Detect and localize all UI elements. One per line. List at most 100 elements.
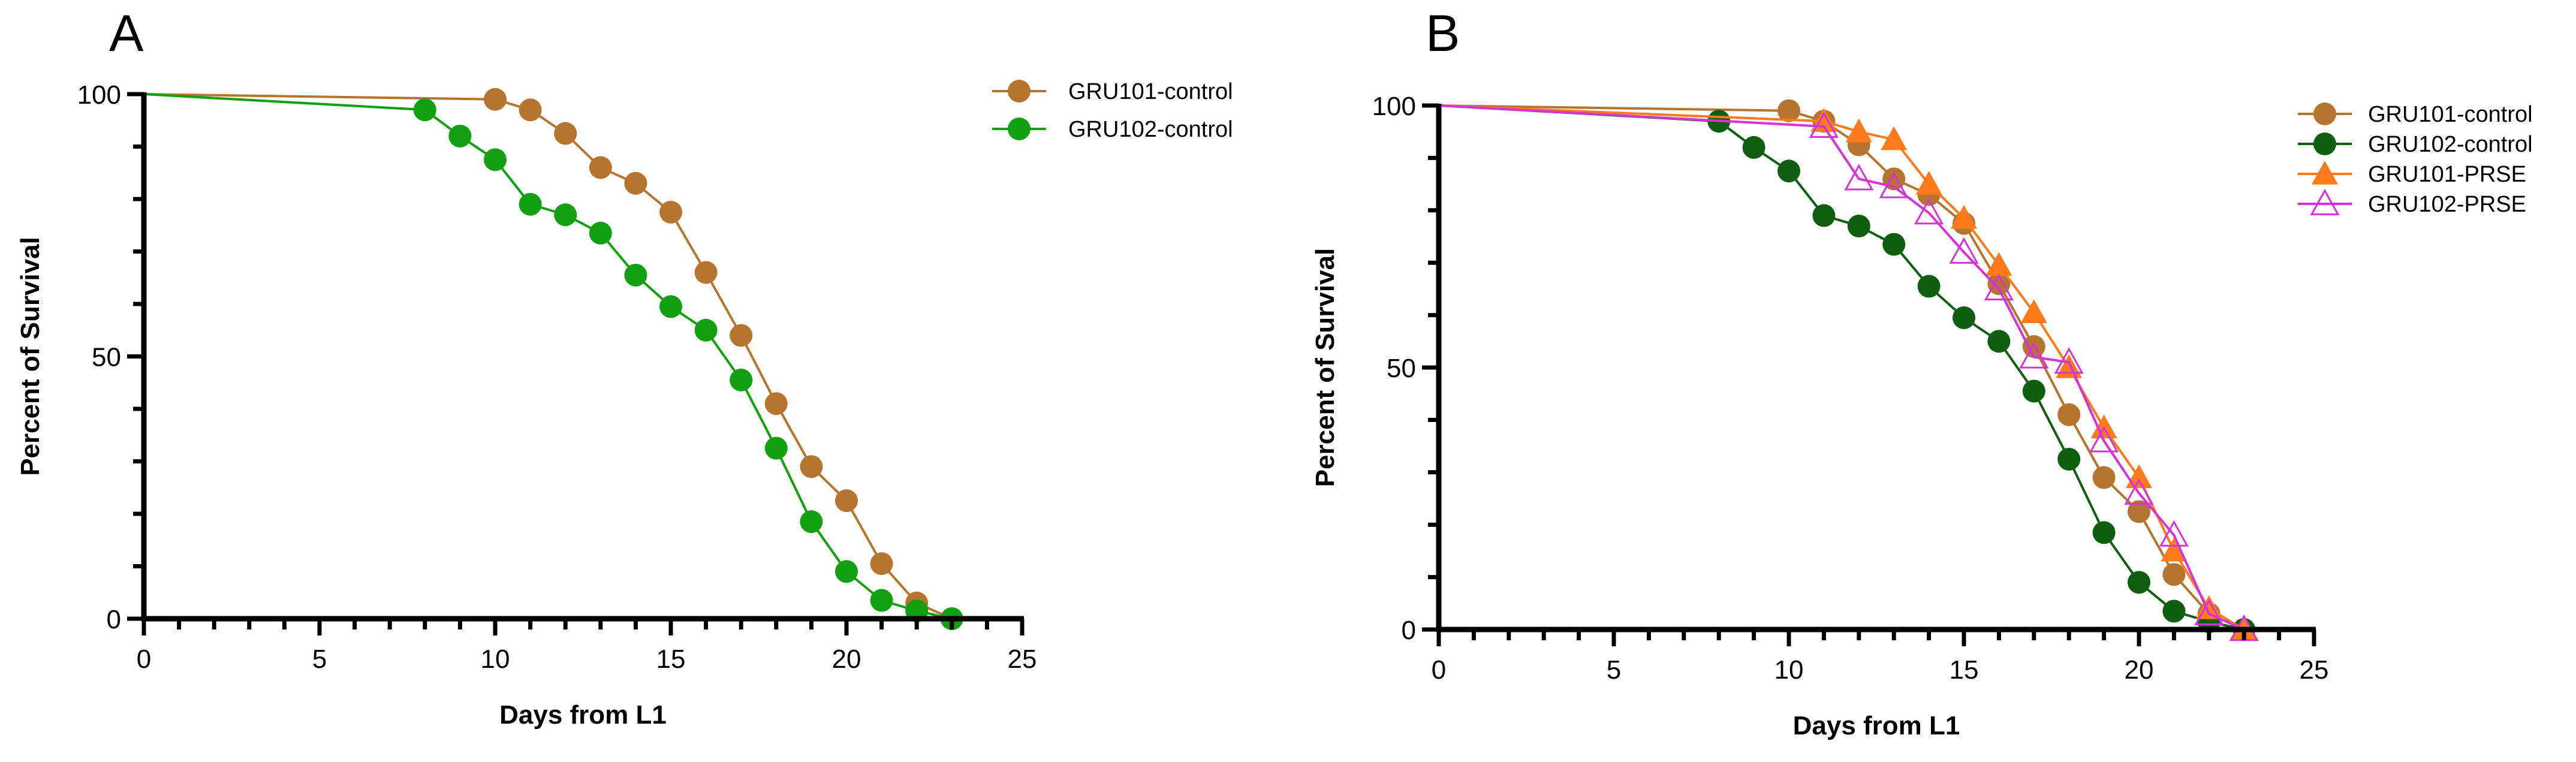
data-point <box>1742 135 1765 159</box>
y-tick-label: 50 <box>1387 354 1416 383</box>
x-tick-label: 10 <box>1774 655 1804 685</box>
series-line <box>143 93 953 620</box>
data-point <box>2057 403 2081 426</box>
legend-marker <box>1008 118 1031 140</box>
panel-a: A 0 5 10 15 20 25 0 50 100 Days from L1 Percent of … <box>16 5 1233 730</box>
data-point <box>413 98 436 122</box>
data-point <box>2057 447 2081 471</box>
panel-label: B <box>1426 5 1460 62</box>
y-tick-label: 50 <box>92 343 121 372</box>
legend-marker <box>2313 132 2336 155</box>
x-tick-label: 10 <box>481 644 510 674</box>
data-point <box>1984 273 2014 300</box>
data-point <box>1879 171 1909 198</box>
data-point <box>1953 306 1975 329</box>
legend-item: GRU101-control <box>992 79 1233 104</box>
series-gru102-control <box>143 93 963 630</box>
panel-label: A <box>109 5 144 62</box>
series-line <box>1438 104 2245 631</box>
data-point <box>1844 164 1874 191</box>
series-line <box>1438 104 2245 631</box>
data-point <box>1987 330 2011 353</box>
legend-marker <box>2313 103 2336 125</box>
series-gru101-control <box>143 88 963 630</box>
series-gru102-prse <box>1438 104 2259 641</box>
legend: GRU101-control GRU102-control <box>992 79 1233 142</box>
data-point <box>694 261 718 284</box>
data-point <box>2089 426 2119 453</box>
x-tick-label: 20 <box>2125 655 2154 685</box>
legend-item: GRU101-PRSE <box>2298 161 2526 187</box>
y-axis-title: Percent of Survival <box>1310 248 1340 487</box>
legend-label: GRU101-PRSE <box>2368 162 2526 187</box>
data-point <box>624 171 647 195</box>
x-tick-label: 0 <box>137 644 151 674</box>
data-point <box>1951 204 1977 229</box>
data-point <box>2162 600 2186 623</box>
data-point <box>519 98 542 122</box>
legend-marker <box>1008 80 1031 103</box>
data-point <box>2019 342 2049 369</box>
data-point <box>1847 215 1870 238</box>
legend-label: GRU102-PRSE <box>2368 192 2526 217</box>
data-point <box>2054 347 2084 374</box>
series-gru102-control <box>1438 104 2256 641</box>
data-point <box>1812 204 1836 227</box>
panel-b: B 0 5 10 15 20 25 0 50 100 Days from L1 Percent of … <box>1310 5 2533 740</box>
data-point <box>764 436 788 460</box>
data-point <box>1914 198 1944 225</box>
data-point <box>2020 299 2047 323</box>
data-point <box>659 200 682 224</box>
legend-marker <box>2312 161 2338 185</box>
data-point <box>554 122 577 145</box>
data-point <box>484 148 507 171</box>
y-axis-title: Percent of Survival <box>16 237 45 476</box>
data-point <box>1915 171 1942 195</box>
series-line <box>1438 104 2245 631</box>
y-tick-label: 100 <box>1372 92 1416 121</box>
legend-item: GRU102-control <box>2298 132 2533 157</box>
data-point <box>554 203 577 227</box>
data-point <box>730 324 753 347</box>
data-point <box>694 318 718 342</box>
legend-marker <box>2310 188 2340 216</box>
data-point <box>1949 237 1979 264</box>
y-tick-label: 0 <box>107 605 121 634</box>
x-tick-label: 15 <box>1950 655 1979 685</box>
data-point <box>1987 272 2011 296</box>
data-point <box>624 263 647 287</box>
legend-label: GRU102-control <box>2368 132 2533 157</box>
legend-item: GRU101-control <box>2298 102 2533 127</box>
data-point <box>2022 380 2045 403</box>
data-point <box>2092 466 2116 489</box>
y-tick-label: 100 <box>77 80 121 110</box>
x-tick-label: 15 <box>656 644 686 674</box>
data-point <box>835 489 858 513</box>
data-point <box>2128 500 2150 523</box>
data-point <box>764 392 788 415</box>
legend-item: GRU102-PRSE <box>2298 188 2526 217</box>
x-tick-label: 5 <box>312 644 327 674</box>
data-point <box>1881 126 1908 150</box>
data-point <box>2159 520 2189 547</box>
x-tick-label: 20 <box>832 644 861 674</box>
data-point <box>2126 464 2152 489</box>
data-point <box>1809 111 1839 138</box>
data-point <box>1777 159 1800 183</box>
data-point <box>659 295 682 318</box>
x-tick-label: 5 <box>1607 655 1621 685</box>
data-point <box>448 125 472 147</box>
x-tick-label: 25 <box>2300 655 2329 685</box>
legend-item: GRU102-control <box>992 117 1233 142</box>
data-point <box>1777 99 1800 122</box>
data-point <box>484 88 507 111</box>
data-point <box>800 455 823 478</box>
legend-label: GRU101-control <box>2368 102 2533 127</box>
data-point <box>870 552 893 576</box>
series-line <box>143 93 953 620</box>
series-line <box>1438 104 2244 631</box>
data-point <box>870 589 893 612</box>
data-point <box>800 510 823 534</box>
data-point <box>2161 537 2188 562</box>
